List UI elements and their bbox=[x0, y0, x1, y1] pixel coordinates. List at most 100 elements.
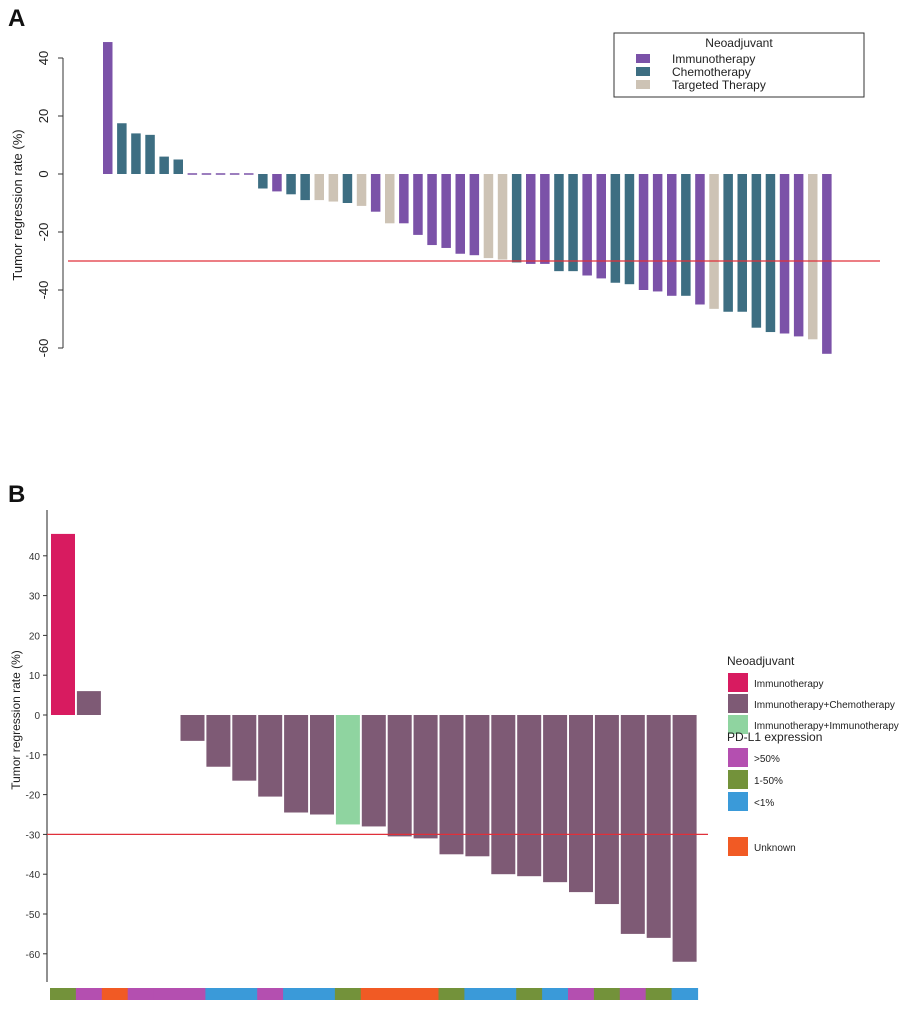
panel-a-bar-immunotherapy bbox=[370, 174, 381, 212]
panel-a-bar-targeted bbox=[497, 174, 508, 260]
panel-a-bar-chemotherapy bbox=[568, 174, 578, 272]
panel-a-bar-chemotherapy bbox=[117, 123, 127, 174]
panel-a-bar-chemotherapy bbox=[159, 156, 169, 174]
panel-a-bar-immunotherapy bbox=[427, 174, 437, 246]
panel-a-bar-immunotherapy bbox=[526, 174, 536, 264]
panel-a-bar-immunotherapy bbox=[272, 174, 282, 192]
panel-a-bar-chemotherapy bbox=[511, 174, 522, 263]
panel-b-bar-immuno-chemo bbox=[258, 715, 283, 797]
panel-a-ytick-label: 20 bbox=[36, 109, 51, 123]
panel-b-ylabel: Tumor regression rate (%) bbox=[9, 650, 23, 790]
panel-b-bar-immuno-chemo bbox=[180, 715, 205, 741]
panel-b-legend-swatch-pdl1-unknown bbox=[728, 837, 748, 856]
panel-a-bar-immunotherapy bbox=[413, 174, 423, 235]
panel-a-bar-immunotherapy bbox=[441, 174, 451, 248]
panel-b-pdl1-cell-high bbox=[75, 988, 103, 1000]
panel-a-bar-chemotherapy bbox=[145, 134, 155, 174]
panel-b-bar-immuno-chemo bbox=[310, 715, 334, 815]
panel-a-bar-chemotherapy bbox=[737, 174, 747, 312]
panel-a-ytick-label: -40 bbox=[36, 281, 51, 300]
panel-b-bar-immuno-chemo bbox=[543, 715, 568, 883]
panel-b-ytick-label: -60 bbox=[26, 950, 41, 961]
panel-a-bar-chemotherapy bbox=[681, 174, 691, 296]
panel-a-bar-immunotherapy bbox=[103, 42, 113, 174]
panel-b-legend-label-pdl1-low: <1% bbox=[754, 798, 774, 809]
panel-b-pdl1-cell-high bbox=[257, 988, 284, 1000]
panel-b-pdl1-cell-high bbox=[153, 988, 181, 1000]
panel-b-bar-immuno-chemo bbox=[465, 715, 490, 857]
panel-b-pdl1-cell-mid bbox=[645, 988, 673, 1000]
panel-b-legend-label-pdl1-unknown: Unknown bbox=[754, 843, 796, 854]
panel-a-legend-title: Neoadjuvant bbox=[705, 36, 773, 50]
panel-b: B Tumor regression rate (%) 40 30 20 10 0 -10… bbox=[8, 481, 899, 1000]
panel-a-bar-immunotherapy bbox=[667, 174, 677, 296]
panel-b-legend-neo-title: Neoadjuvant bbox=[727, 654, 795, 668]
panel-a-bar-chemotherapy bbox=[610, 174, 621, 283]
panel-a-bar-targeted bbox=[356, 174, 367, 206]
panel-a-legend-label-immunotherapy: Immunotherapy bbox=[672, 52, 755, 66]
panel-a-legend-swatch-targeted-therapy bbox=[636, 80, 650, 89]
panel-b-bar-immuno-chemo bbox=[387, 715, 412, 837]
panel-b-pdl1-cell-low bbox=[309, 988, 336, 1000]
panel-a-bar-immunotherapy bbox=[455, 174, 465, 254]
panel-b-legend-swatch-pdl1-high bbox=[728, 748, 748, 767]
panel-a-bar-immunotherapy bbox=[540, 174, 550, 264]
panel-b-bar-immuno-chemo bbox=[646, 715, 671, 938]
panel-b-legend-pdl1: PD-L1 expression >50% 1-50% <1% Unknown bbox=[727, 730, 822, 856]
panel-a-bar-immunotherapy bbox=[638, 174, 649, 290]
panel-a-ylabel: Tumor regression rate (%) bbox=[10, 129, 25, 280]
panel-b-legend-swatch-immunotherapy bbox=[728, 673, 748, 692]
panel-a-bar-chemotherapy bbox=[342, 174, 353, 203]
panel-b-bar-immuno-chemo bbox=[620, 715, 645, 934]
panel-b-ytick-label: 10 bbox=[29, 671, 41, 682]
panel-b-pdl1-cell-mid bbox=[438, 988, 465, 1000]
panel-a-legend-label-targeted-therapy: Targeted Therapy bbox=[672, 78, 766, 92]
panel-a-ytick-label: 40 bbox=[36, 51, 51, 65]
panel-b-legend-label-pdl1-high: >50% bbox=[754, 754, 780, 765]
panel-a-bar-immunotherapy bbox=[793, 174, 804, 337]
panel-b-pdl1-cell-low bbox=[205, 988, 232, 1000]
panel-b-legend-label-pdl1-mid: 1-50% bbox=[754, 776, 783, 787]
panel-b-pdl1-cell-unknown bbox=[101, 988, 129, 1000]
panel-b-pdl1-strip bbox=[50, 988, 699, 1000]
panel-b-pdl1-cell-mid bbox=[334, 988, 362, 1000]
panel-b-bar-immuno-chemo bbox=[439, 715, 464, 855]
panel-b-bar-immuno-chemo bbox=[232, 715, 257, 781]
panel-a-bar-chemotherapy bbox=[624, 174, 635, 285]
panel-b-legend-swatch-pdl1-low bbox=[728, 792, 748, 811]
panel-b-ytick-label: -20 bbox=[26, 791, 41, 802]
panel-b-ytick-label: 40 bbox=[29, 552, 41, 563]
panel-b-pdl1-cell-unknown bbox=[386, 988, 414, 1000]
panel-a-bar-immunotherapy bbox=[582, 174, 592, 276]
panel-b-y-axis: 40 30 20 10 0 -10 -20 -30 -40 -50 -60 bbox=[26, 552, 47, 961]
panel-a-legend: Neoadjuvant Immunotherapy Chemotherapy T… bbox=[613, 32, 865, 98]
panel-a-bar-chemotherapy bbox=[723, 174, 733, 312]
panel-b-pdl1-cell-mid bbox=[593, 988, 621, 1000]
panel-a-bar-immunotherapy bbox=[779, 174, 790, 334]
panel-b-legend-swatch-pdl1-mid bbox=[728, 770, 748, 789]
panel-b-pdl1-cell-unknown bbox=[360, 988, 388, 1000]
panel-b-pdl1-cell-low bbox=[542, 988, 569, 1000]
panel-a-bar-targeted bbox=[483, 174, 494, 259]
panel-b-legend-label-immuno-immuno: Immunotherapy+Immunotherapy bbox=[754, 721, 899, 732]
panel-b-bar-immuno-chemo bbox=[569, 715, 593, 893]
panel-b-bar-immuno-chemo bbox=[672, 715, 697, 962]
panel-b-bar-immuno-chemo bbox=[594, 715, 619, 905]
panel-a-bar-chemotherapy bbox=[554, 174, 564, 272]
panel-b-pdl1-cell-low bbox=[464, 988, 491, 1000]
panel-a-bar-immunotherapy bbox=[822, 174, 832, 354]
panel-a-bar-immunotherapy bbox=[652, 174, 663, 292]
panel-b-bar-immuno-chemo bbox=[491, 715, 516, 875]
panel-b-legend-pdl1-title: PD-L1 expression bbox=[727, 730, 822, 744]
panel-b-ytick-label: -40 bbox=[26, 870, 41, 881]
panel-b-pdl1-cell-high bbox=[127, 988, 155, 1000]
panel-b-pdl1-cell-unknown bbox=[412, 988, 440, 1000]
panel-b-ytick-label: -30 bbox=[26, 830, 41, 841]
panel-a-legend-swatch-chemotherapy bbox=[636, 67, 650, 76]
panel-b-legend-label-immunotherapy: Immunotherapy bbox=[754, 679, 823, 690]
panel-b-ytick-label: 0 bbox=[34, 711, 40, 722]
panel-b-legend-swatch-immuno-chemo bbox=[728, 694, 748, 713]
panel-a-bar-chemotherapy bbox=[300, 174, 310, 201]
panel-a-ytick-label: -20 bbox=[36, 223, 51, 242]
